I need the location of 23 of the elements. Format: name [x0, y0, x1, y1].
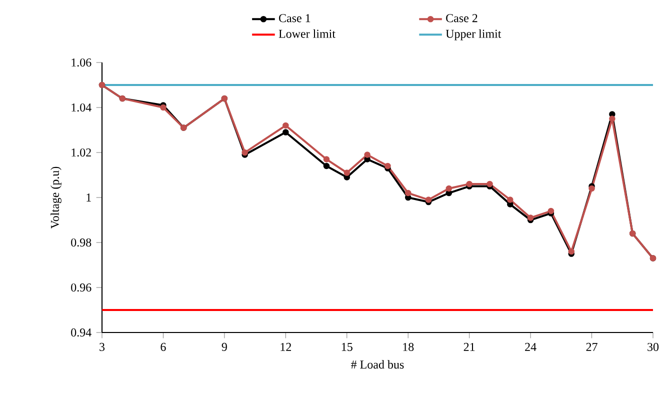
x-tick-label: 15: [342, 342, 352, 351]
legend-label: Case 2: [446, 14, 478, 22]
x-tick-label: 3: [100, 342, 105, 351]
x-tick-label: 30: [648, 342, 659, 352]
y-tick-label: 0.98: [71, 238, 92, 247]
x-axis-title: # Load bus: [351, 360, 404, 369]
legend-label: Case 1: [279, 14, 310, 22]
x-tick-label: 18: [403, 342, 414, 352]
x-tick-label: 24: [525, 342, 536, 351]
legend-label: Upper limit: [446, 29, 502, 40]
x-tick-label: 9: [222, 342, 227, 351]
y-tick-label: 1: [86, 194, 91, 202]
x-tick-label: 12: [280, 342, 291, 351]
x-tick-label: 27: [586, 342, 598, 351]
y-tick-label: 0.94: [71, 328, 92, 337]
y-axis-title: Voltage (p.u): [50, 166, 62, 229]
y-tick-label: 1.04: [72, 103, 92, 112]
y-tick-label: 1.06: [72, 58, 92, 67]
legend-label: Lower limit: [278, 29, 336, 38]
y-tick-label: 0.96: [71, 283, 92, 292]
x-tick-label: 21: [464, 342, 475, 351]
x-tick-label: 6: [160, 342, 166, 351]
y-tick-label: 1.02: [72, 148, 91, 157]
